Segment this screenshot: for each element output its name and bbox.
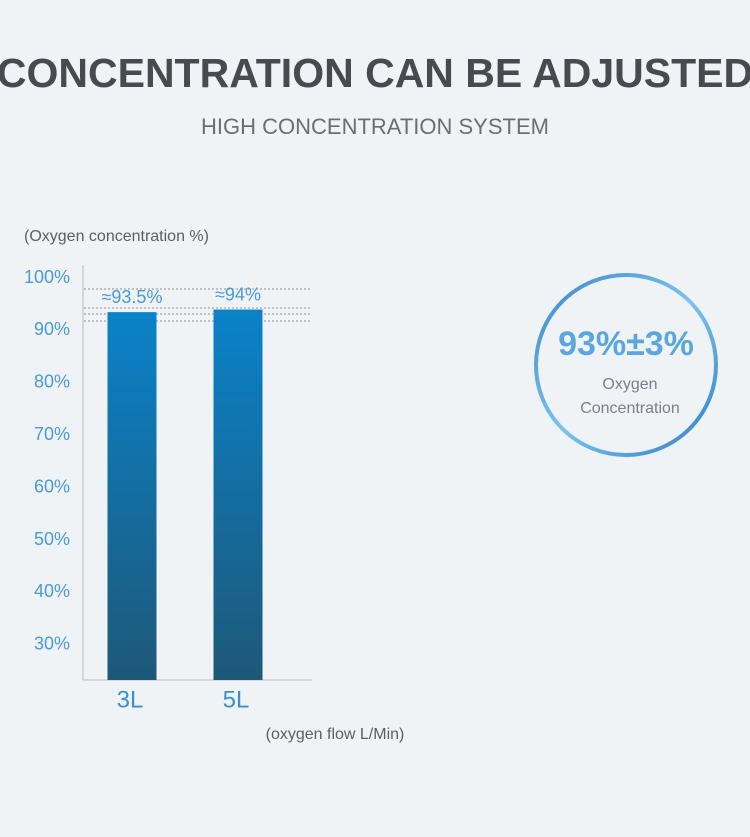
x-axis-label: (oxygen flow L/Min) bbox=[266, 726, 405, 743]
badge-text: Concentration bbox=[580, 400, 680, 417]
x-tick-label: 3L bbox=[117, 686, 144, 713]
bar bbox=[107, 312, 157, 680]
y-tick-label: 50% bbox=[34, 529, 70, 549]
y-tick-label: 60% bbox=[34, 476, 70, 496]
y-tick-label: 90% bbox=[34, 319, 70, 339]
y-tick-label: 100% bbox=[24, 267, 70, 287]
y-tick-label: 30% bbox=[34, 634, 70, 654]
badge-value: 93%±3% bbox=[558, 325, 694, 363]
x-tick-label: 5L bbox=[223, 686, 250, 713]
y-tick-label: 40% bbox=[34, 581, 70, 601]
badge-ring bbox=[534, 273, 718, 457]
badge-text: Oxygen bbox=[602, 376, 657, 393]
chart-title: CONCENTRATION CAN BE ADJUSTED bbox=[0, 50, 750, 96]
y-tick-label: 70% bbox=[34, 424, 70, 444]
y-axis-label: (Oxygen concentration %) bbox=[24, 228, 209, 245]
chart-subtitle: HIGH CONCENTRATION SYSTEM bbox=[201, 114, 549, 139]
value-label: ≈94% bbox=[215, 284, 261, 304]
value-label: ≈93.5% bbox=[102, 287, 163, 307]
y-tick-label: 80% bbox=[34, 372, 70, 392]
bar bbox=[213, 309, 263, 680]
